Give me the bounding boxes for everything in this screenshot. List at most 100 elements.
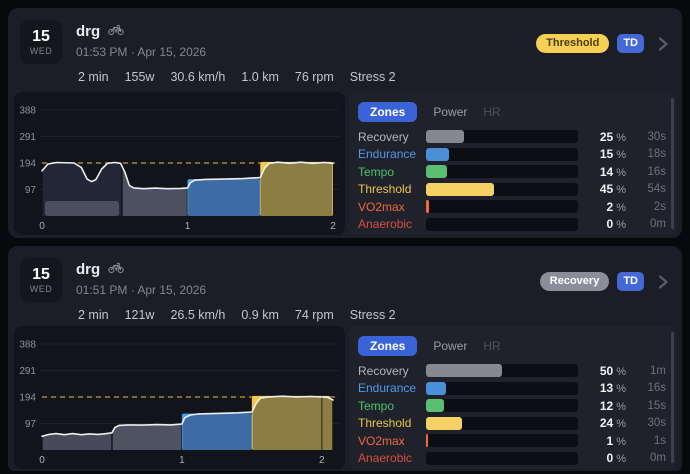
zone-bar-track: [426, 381, 578, 395]
percent-sign: %: [616, 166, 626, 179]
tab-zones[interactable]: Zones: [358, 101, 418, 122]
zone-time: 16s: [647, 165, 666, 178]
percent-sign: %: [616, 201, 626, 214]
tab-power[interactable]: Power: [433, 338, 468, 353]
zones-tabs: Zones Power HR: [358, 335, 666, 356]
percent-sign: %: [616, 184, 626, 197]
bicycle-icon: [108, 260, 124, 279]
stats-row: 2 min 121w 26.5 km/h 0.9 km 74 rpm Stres…: [78, 308, 396, 322]
scrollbar-thumb[interactable]: [671, 98, 674, 229]
zone-percent: 25%: [599, 129, 626, 144]
zone-percent: 15%: [599, 147, 626, 162]
zone-bar-track: [426, 130, 578, 144]
zone-percent: 12%: [599, 398, 626, 413]
stat-power: 121w: [124, 308, 155, 322]
zone-time: 1s: [653, 434, 666, 447]
chevron-right-icon[interactable]: [656, 36, 670, 52]
zones-panel: Zones Power HR Recovery 50% 1m Endurance…: [348, 326, 676, 469]
svg-text:388: 388: [19, 106, 36, 117]
power-chart: 97 194 291 388 0 1 2: [19, 340, 339, 466]
tab-hr[interactable]: HR: [483, 338, 501, 353]
stat-distance: 0.9 km: [241, 308, 279, 322]
badge-list: Recovery TD: [539, 272, 670, 291]
stat-stress: Stress 2: [349, 70, 396, 84]
svg-text:97: 97: [25, 185, 37, 196]
date-weekday: WED: [29, 283, 53, 294]
zone-row: Endurance 15% 18s: [358, 146, 666, 164]
svg-text:1: 1: [185, 221, 191, 232]
percent-sign: %: [616, 131, 626, 144]
chevron-right-icon[interactable]: [656, 274, 670, 290]
zone-label: Threshold: [358, 416, 412, 431]
zone-percent: 1%: [606, 433, 626, 448]
svg-text:0: 0: [39, 221, 45, 232]
zone-label: Endurance: [358, 147, 417, 162]
activity-title: drg: [76, 23, 101, 40]
zone-bar-track: [426, 147, 578, 161]
bicycle-icon: [108, 22, 124, 41]
zone-row: Endurance 13% 16s: [358, 380, 666, 398]
td-badge[interactable]: TD: [617, 34, 644, 53]
percent-sign: %: [616, 149, 626, 162]
zone-bar-track: [426, 416, 578, 430]
zone-row: Anaerobic 0% 0m: [358, 216, 666, 234]
zone-label: Recovery: [358, 363, 409, 378]
intensity-badge[interactable]: Threshold: [536, 34, 610, 53]
zone-time: 15s: [647, 399, 666, 412]
zone-bar-track: [426, 364, 578, 378]
td-badge[interactable]: TD: [617, 272, 644, 291]
svg-text:194: 194: [19, 393, 36, 404]
zone-percent: 0%: [606, 451, 626, 466]
percent-sign: %: [616, 219, 626, 232]
zone-bar-track: [426, 434, 578, 448]
date-day: 15: [32, 27, 50, 45]
zone-percent: 0%: [606, 217, 626, 232]
zone-percent: 24%: [599, 416, 626, 431]
zone-percent: 13%: [599, 381, 626, 396]
zone-time: 1m: [650, 364, 666, 377]
stat-distance: 1.0 km: [241, 70, 279, 84]
zone-bar-track: [426, 165, 578, 179]
stat-duration: 2 min: [78, 308, 109, 322]
activity-card[interactable]: 15 WED drg 01:51 PM · Apr 15, 2026 Recov…: [8, 246, 682, 471]
zone-row: VO2max 1% 1s: [358, 432, 666, 450]
zone-row: Tempo 14% 16s: [358, 163, 666, 181]
svg-text:291: 291: [19, 132, 36, 143]
zone-percent: 50%: [599, 363, 626, 378]
activity-card[interactable]: 15 WED drg 01:53 PM · Apr 15, 2026 Thres…: [8, 8, 682, 238]
stat-cadence: 76 rpm: [294, 70, 334, 84]
zones-tabs: Zones Power HR: [358, 101, 666, 122]
activity-title: drg: [76, 261, 101, 278]
svg-text:0: 0: [39, 455, 45, 466]
tab-hr[interactable]: HR: [483, 104, 501, 119]
zone-bar-track: [426, 182, 578, 196]
scrollbar-thumb[interactable]: [671, 332, 674, 463]
zone-row: Anaerobic 0% 0m: [358, 450, 666, 468]
date-badge: 15 WED: [20, 258, 62, 302]
tab-zones[interactable]: Zones: [358, 335, 418, 356]
zone-bar-fill: [426, 364, 502, 378]
intensity-badge[interactable]: Recovery: [539, 272, 610, 291]
power-chart: 97 194 291 388 0 1 2: [19, 106, 339, 232]
zone-row: Threshold 45% 54s: [358, 181, 666, 199]
zones-panel: Zones Power HR Recovery 25% 30s Enduranc…: [348, 92, 676, 235]
svg-text:2: 2: [319, 455, 325, 466]
zone-time: 30s: [647, 130, 666, 143]
stat-power: 155w: [124, 70, 155, 84]
zone-bar-fill: [426, 130, 464, 144]
stats-row: 2 min 155w 30.6 km/h 1.0 km 76 rpm Stres…: [78, 70, 396, 84]
percent-sign: %: [616, 453, 626, 466]
svg-text:2: 2: [330, 221, 336, 232]
zone-bar-fill: [426, 416, 463, 430]
svg-text:1: 1: [179, 455, 185, 466]
zone-label: Anaerobic: [358, 217, 413, 232]
zone-row: Tempo 12% 15s: [358, 397, 666, 415]
percent-sign: %: [616, 400, 626, 413]
stat-speed: 30.6 km/h: [170, 70, 226, 84]
zone-label: VO2max: [358, 433, 405, 448]
date-day: 15: [32, 265, 50, 283]
stat-speed: 26.5 km/h: [170, 308, 226, 322]
tab-power[interactable]: Power: [433, 104, 468, 119]
power-chart-panel: 97 194 291 388 0 1 2: [14, 92, 346, 235]
zone-time: 18s: [647, 148, 666, 161]
